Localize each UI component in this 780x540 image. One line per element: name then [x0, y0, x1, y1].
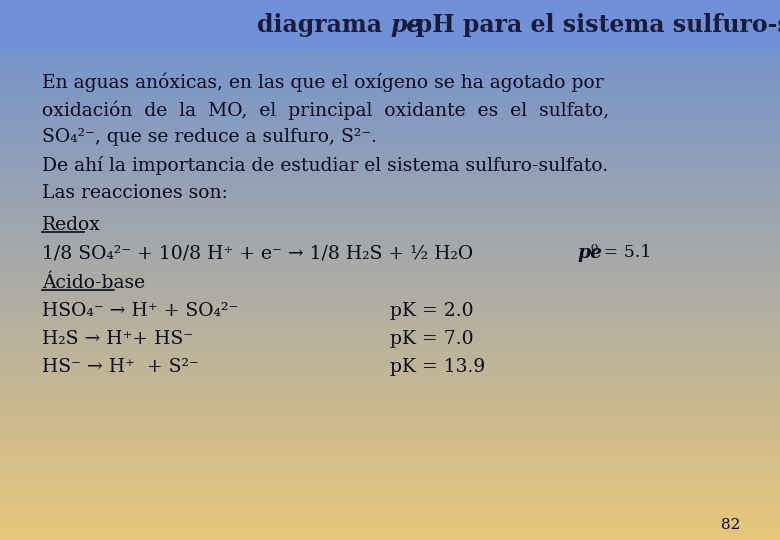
Text: Redox: Redox	[42, 216, 101, 234]
Text: pK = 13.9: pK = 13.9	[390, 358, 485, 376]
Text: pK = 7.0: pK = 7.0	[390, 330, 473, 348]
FancyBboxPatch shape	[0, 0, 780, 50]
Text: pe: pe	[390, 13, 421, 37]
Text: HSO₄⁻ → H⁺ + SO₄²⁻: HSO₄⁻ → H⁺ + SO₄²⁻	[42, 302, 238, 320]
Text: oxidación  de  la  MO,  el  principal  oxidante  es  el  sulfato,: oxidación de la MO, el principal oxidant…	[42, 100, 609, 119]
Text: En aguas anóxicas, en las que el oxígeno se ha agotado por: En aguas anóxicas, en las que el oxígeno…	[42, 72, 604, 91]
Text: H₂S → H⁺+ HS⁻: H₂S → H⁺+ HS⁻	[42, 330, 193, 348]
Text: Las reacciones son:: Las reacciones son:	[42, 184, 228, 202]
Text: Ácido-base: Ácido-base	[42, 274, 145, 292]
Text: diagrama: diagrama	[257, 13, 390, 37]
Text: ⁰ = 5.1: ⁰ = 5.1	[591, 244, 651, 261]
Text: 1/8 SO₄²⁻ + 10/8 H⁺ + e⁻ → 1/8 H₂S + ½ H₂O: 1/8 SO₄²⁻ + 10/8 H⁺ + e⁻ → 1/8 H₂S + ½ H…	[42, 244, 473, 262]
Text: -pH para el sistema sulfuro-sulfato: -pH para el sistema sulfuro-sulfato	[406, 13, 780, 37]
Text: pe: pe	[578, 244, 603, 262]
Text: De ahí la importancia de estudiar el sistema sulfuro-sulfato.: De ahí la importancia de estudiar el sis…	[42, 156, 608, 175]
Text: SO₄²⁻, que se reduce a sulfuro, S²⁻.: SO₄²⁻, que se reduce a sulfuro, S²⁻.	[42, 128, 377, 146]
Text: pK = 2.0: pK = 2.0	[390, 302, 473, 320]
Text: 82: 82	[721, 518, 740, 532]
Text: HS⁻ → H⁺  + S²⁻: HS⁻ → H⁺ + S²⁻	[42, 358, 199, 376]
